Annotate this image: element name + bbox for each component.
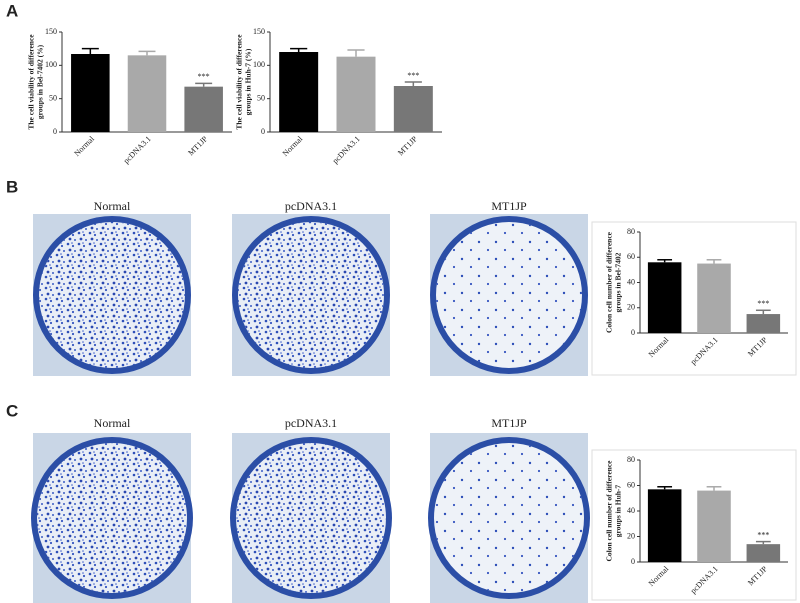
y-tick-label: 20 — [627, 531, 635, 540]
plate-caption: MT1JP — [491, 199, 527, 213]
plate-caption: MT1JP — [491, 416, 527, 430]
x-tick-label: pcDNA3.1 — [122, 134, 153, 165]
panel-label: A — [6, 1, 18, 20]
colonies — [236, 443, 386, 593]
bar — [697, 490, 731, 562]
x-tick-label: Normal — [72, 134, 96, 158]
panel-label: B — [6, 177, 18, 196]
x-tick-label: pcDNA3.1 — [689, 335, 720, 366]
y-tick-label: 50 — [49, 93, 57, 102]
y-tick-label: 150 — [45, 27, 57, 36]
y-axis-label: groups in Bel-7402 (%) — [36, 44, 45, 119]
x-tick-label: MT1JP — [396, 134, 419, 157]
chart-frame — [591, 449, 797, 601]
significance: *** — [198, 72, 210, 81]
colonies — [434, 443, 584, 593]
bar — [127, 55, 167, 133]
y-tick-label: 150 — [253, 27, 265, 36]
x-tick-label: pcDNA3.1 — [331, 134, 362, 165]
plates-b: Normal pcDNA3.1 MT1JP — [33, 199, 588, 376]
y-tick-label: 60 — [627, 480, 635, 489]
y-tick-label: 100 — [45, 60, 57, 69]
bar — [746, 314, 781, 333]
colonies — [436, 222, 582, 368]
colonies — [238, 222, 384, 368]
y-axis-label: The cell viability of difference — [235, 34, 244, 130]
y-tick-label: 100 — [253, 60, 265, 69]
y-axis-label: groups in Huh-7 — [614, 485, 623, 538]
bar — [647, 489, 682, 562]
colonies — [39, 222, 185, 368]
bar — [71, 54, 110, 132]
significance: *** — [757, 530, 769, 539]
y-tick-label: 40 — [627, 506, 635, 515]
bar — [697, 263, 731, 333]
plate-caption: pcDNA3.1 — [285, 416, 337, 430]
y-tick-label: 40 — [627, 277, 635, 286]
plate-caption: Normal — [94, 199, 131, 213]
chart-frame — [591, 221, 797, 376]
bar — [393, 86, 433, 132]
bar — [279, 52, 319, 132]
y-tick-label: 60 — [627, 252, 635, 261]
y-axis-label: groups in Bel-7402 — [614, 252, 623, 312]
colonies — [37, 443, 187, 593]
y-tick-label: 20 — [627, 303, 635, 312]
y-tick-label: 80 — [627, 227, 635, 236]
y-tick-label: 0 — [53, 127, 57, 136]
y-axis-label: The cell viability of difference — [27, 34, 36, 130]
y-tick-label: 50 — [257, 93, 265, 102]
plate-caption: pcDNA3.1 — [285, 199, 337, 213]
x-tick-label: Normal — [647, 335, 671, 359]
x-tick-label: MT1JP — [186, 134, 209, 157]
y-axis-label: groups in Huh-7 (%) — [244, 48, 253, 115]
plate-caption: Normal — [94, 416, 131, 430]
panel-label: C — [6, 401, 18, 420]
bar — [647, 262, 682, 333]
y-tick-label: 0 — [261, 127, 265, 136]
plates-c: Normal pcDNA3.1 MT1JP — [31, 416, 590, 603]
x-tick-label: MT1JP — [746, 335, 769, 358]
bar — [336, 56, 376, 132]
bar — [184, 86, 223, 132]
significance: *** — [757, 299, 769, 308]
x-tick-label: Normal — [281, 134, 305, 158]
y-axis-label: Colon cell number of difference — [605, 460, 614, 562]
bar — [746, 544, 781, 562]
y-axis-label: Colon cell number of difference — [605, 231, 614, 333]
x-tick-label: pcDNA3.1 — [689, 564, 720, 595]
x-tick-label: Normal — [647, 564, 671, 588]
x-tick-label: MT1JP — [746, 564, 769, 587]
y-tick-label: 80 — [627, 455, 635, 464]
significance: *** — [407, 71, 419, 80]
y-tick-label: 0 — [631, 557, 635, 566]
y-tick-label: 0 — [631, 328, 635, 337]
